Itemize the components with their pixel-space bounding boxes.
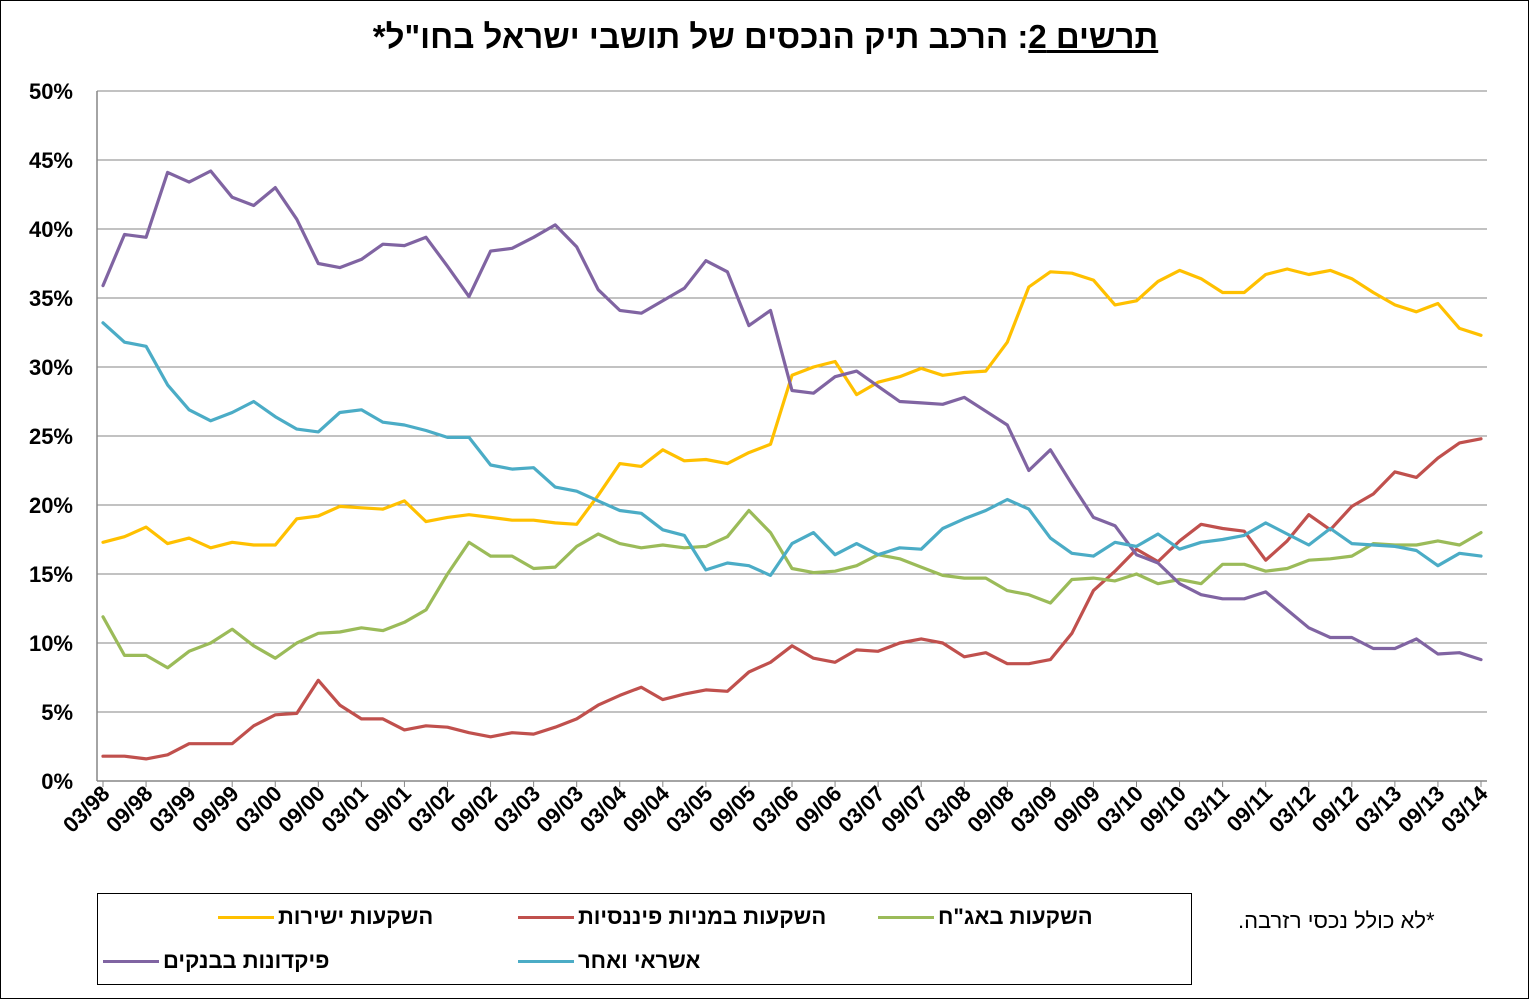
x-tick-label: 03/99 [144,781,201,838]
x-tick-label: 03/07 [833,781,890,838]
x-tick-label: 09/04 [618,780,675,837]
x-tick-label: 09/01 [359,781,416,838]
x-tick-label: 09/02 [445,781,502,838]
x-tick-label: 03/08 [919,781,976,838]
legend-item-credit-other: אשראי ואחר [518,948,700,974]
x-tick-label: 09/07 [876,781,933,838]
y-tick-label: 30% [29,355,73,380]
series-line [101,437,1483,761]
x-tick-label: 09/12 [1307,781,1364,838]
series-line [101,267,1483,550]
x-tick-label: 03/05 [661,781,718,838]
x-tick-label: 09/09 [1048,781,1105,838]
legend-swatch [103,959,159,963]
y-tick-label: 0% [41,769,73,794]
x-tick-label: 03/12 [1264,781,1321,838]
x-tick-label: 03/01 [316,781,373,838]
x-tick-label: 03/14 [1436,780,1493,837]
legend-label: השקעות במניות פיננסיות [578,904,827,929]
legend-item-bonds: השקעות באג"ח [878,904,1093,930]
y-tick-label: 15% [29,562,73,587]
y-tick-label: 20% [29,493,73,518]
x-tick-label: 03/00 [230,781,287,838]
legend-swatch [518,915,574,919]
chart-title-prefix: תרשים 2 [1028,18,1159,55]
x-tick-label: 09/10 [1134,781,1191,838]
chart-title: תרשים 2: הרכב תיק הנכסים של תושבי ישראל … [0,18,1531,56]
x-tick-label: 03/04 [575,780,632,837]
legend-swatch [878,915,934,919]
x-tick-label: 03/02 [402,781,459,838]
x-tick-label: 09/05 [704,781,761,838]
legend-label: השקעות ישירות [278,904,434,929]
legend-swatch [518,959,574,963]
y-tick-label: 50% [29,79,73,104]
legend-label: השקעות באג"ח [938,904,1093,929]
series-line [101,169,1483,662]
x-tick-label: 09/11 [1221,781,1277,837]
x-tick-label: 09/13 [1393,781,1450,838]
x-tick-label: 03/10 [1091,781,1148,838]
chart-title-rest: : הרכב תיק הנכסים של תושבי ישראל בחו"ל* [372,18,1029,55]
x-tick-label: 03/13 [1350,781,1407,838]
x-tick-label: 03/06 [747,781,804,838]
x-tick-label: 09/98 [101,781,158,838]
legend-swatch [218,915,274,919]
x-tick-label: 09/06 [790,781,847,838]
footnote: *לא כולל נכסי רזרבה. [1238,908,1435,933]
x-tick-label: 09/99 [187,781,244,838]
y-tick-label: 5% [41,700,73,725]
x-tick-label: 03/09 [1005,781,1062,838]
legend: השקעות ישירות השקעות במניות פיננסיות השק… [97,893,1192,985]
y-tick-label: 25% [29,424,73,449]
y-tick-label: 10% [29,631,73,656]
y-tick-label: 35% [29,286,73,311]
y-tick-label: 40% [29,217,73,242]
legend-label: אשראי ואחר [578,948,701,973]
line-chart: 0%5%10%15%20%25%30%35%40%45%50%03/9809/9… [29,79,1493,838]
y-tick-label: 45% [29,148,73,173]
legend-label: פיקדונות בבנקים [163,948,330,973]
x-tick-label: 09/03 [532,781,589,838]
legend-item-bank-deposits: פיקדונות בבנקים [103,948,329,974]
series-line [101,508,1483,670]
legend-item-direct-investment: השקעות ישירות [218,904,433,930]
x-tick-label: 03/03 [489,781,546,838]
x-tick-label: 09/08 [962,781,1019,838]
series-line [101,321,1483,578]
x-tick-label: 09/00 [273,781,330,838]
x-tick-label: 03/11 [1178,781,1234,837]
legend-item-financial-equities: השקעות במניות פיננסיות [518,904,826,930]
